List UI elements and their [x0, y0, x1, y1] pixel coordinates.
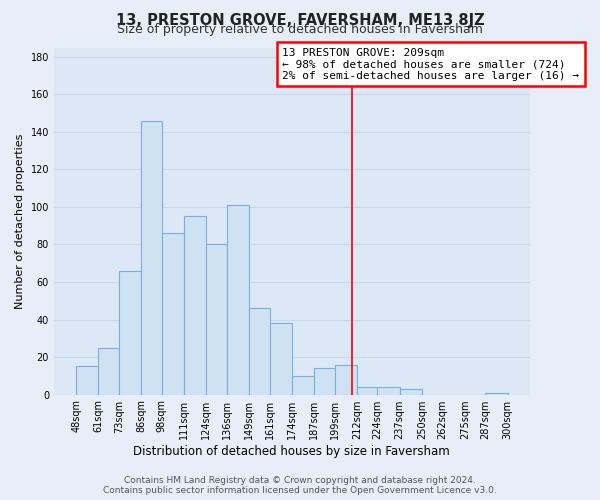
- Bar: [357, 387, 377, 394]
- Text: 13, PRESTON GROVE, FAVERSHAM, ME13 8JZ: 13, PRESTON GROVE, FAVERSHAM, ME13 8JZ: [116, 12, 484, 28]
- Bar: [269, 324, 292, 394]
- Bar: [227, 205, 249, 394]
- Bar: [400, 389, 422, 394]
- Bar: [76, 366, 98, 394]
- Text: Size of property relative to detached houses in Faversham: Size of property relative to detached ho…: [117, 24, 483, 36]
- Y-axis label: Number of detached properties: Number of detached properties: [15, 134, 25, 308]
- X-axis label: Distribution of detached houses by size in Faversham: Distribution of detached houses by size …: [133, 444, 450, 458]
- Bar: [184, 216, 206, 394]
- Bar: [377, 387, 400, 394]
- Bar: [249, 308, 269, 394]
- Bar: [292, 376, 314, 394]
- Bar: [141, 120, 162, 394]
- Bar: [206, 244, 227, 394]
- Text: 13 PRESTON GROVE: 209sqm
← 98% of detached houses are smaller (724)
2% of semi-d: 13 PRESTON GROVE: 209sqm ← 98% of detach…: [283, 48, 580, 80]
- Bar: [485, 392, 508, 394]
- Text: Contains HM Land Registry data © Crown copyright and database right 2024.
Contai: Contains HM Land Registry data © Crown c…: [103, 476, 497, 495]
- Bar: [119, 271, 141, 394]
- Bar: [314, 368, 335, 394]
- Bar: [162, 233, 184, 394]
- Bar: [335, 364, 357, 394]
- Bar: [98, 348, 119, 395]
